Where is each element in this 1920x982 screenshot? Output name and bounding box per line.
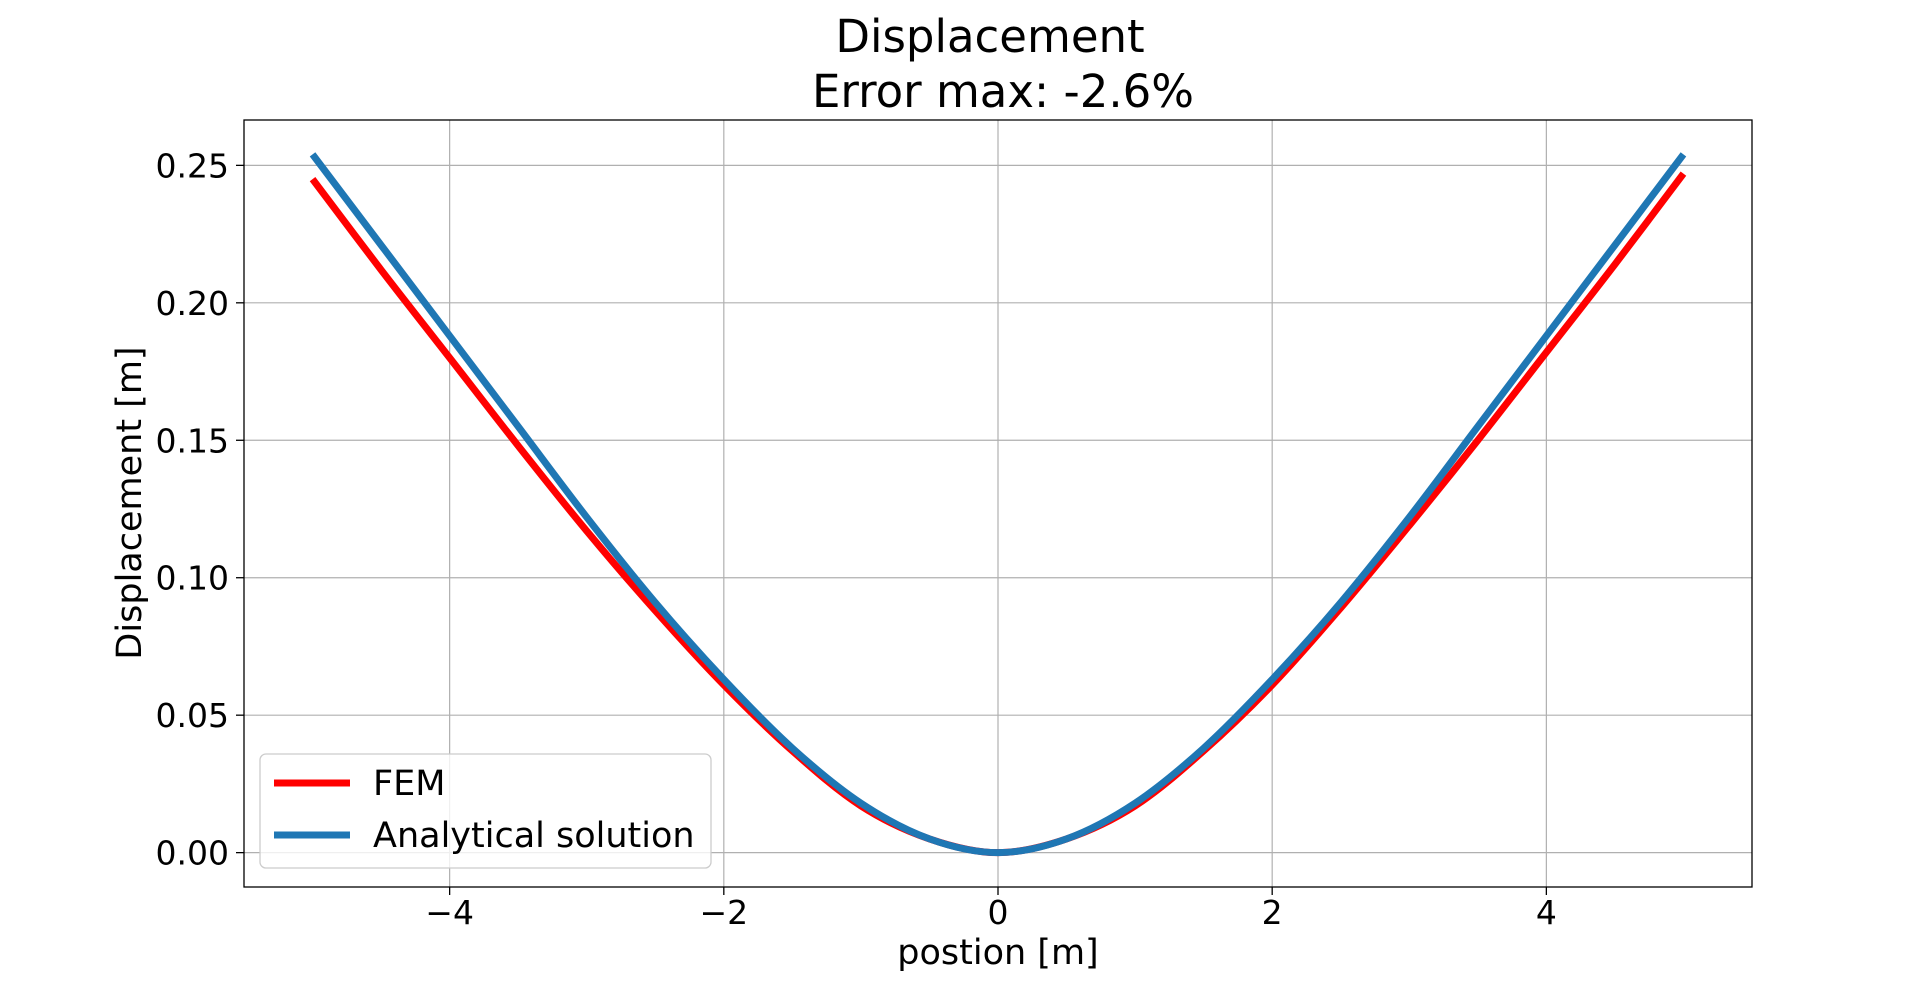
series-lines [309,152,1687,857]
y-tick-label: 0.15 [156,421,229,460]
y-tick-label: 0.10 [156,559,229,598]
x-tick-label: 0 [988,893,1009,932]
y-axis-label: Displacement [m] [110,346,150,659]
y-tick-label: 0.00 [156,834,229,873]
x-tick-label: −4 [425,893,474,932]
y-tick-label: 0.20 [156,284,229,323]
y-tick-label: 0.25 [156,146,229,185]
series-line-analytical [309,152,1687,857]
legend: FEM Analytical solution [259,753,712,869]
x-axis-label: postion [m] [897,933,1098,973]
tick-labels: −4 −2 0 2 4 0.00 0.05 0.10 0.15 0.20 0.25 [156,146,1557,932]
chart-subtitle: Error max: -2.6% [812,65,1194,118]
x-tick-label: 4 [1536,893,1557,932]
chart-title: Displacement [835,10,1144,63]
legend-label-fem: FEM [373,764,445,804]
x-tick-label: −2 [699,893,748,932]
x-tick-label: 2 [1262,893,1283,932]
legend-label-analytical: Analytical solution [373,816,695,856]
legend-box [259,753,712,869]
y-tick-label: 0.05 [156,696,229,735]
ticks [236,164,1548,895]
